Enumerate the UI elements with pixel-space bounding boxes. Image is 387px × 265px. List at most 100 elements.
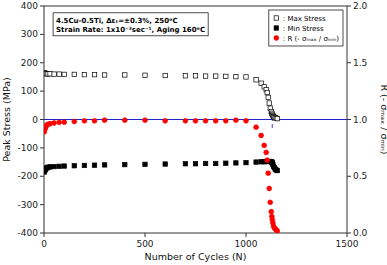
point [234, 118, 239, 123]
x-tick [44, 233, 45, 237]
point [52, 72, 56, 76]
annotation-text: 4.5Cu-0.5Ti, Δεₜ=±0.3%, 250ᵒC [56, 17, 178, 25]
point [214, 74, 218, 78]
x-tick-label: 1500 [336, 239, 359, 249]
y-tick [40, 91, 44, 92]
point [52, 121, 57, 126]
y-tick [40, 6, 44, 7]
point [72, 72, 76, 76]
point [163, 162, 167, 166]
point [203, 161, 207, 165]
y-tick [40, 233, 44, 234]
point [265, 90, 269, 94]
point [82, 163, 86, 167]
y2-tick [347, 62, 351, 63]
point [244, 160, 248, 164]
y-tick [40, 34, 44, 35]
y-tick-label: 0 [32, 115, 38, 125]
y2-axis-label: R (- σₘₐₓ / σₘᵢₙ) [379, 84, 387, 154]
point [143, 162, 147, 166]
point [254, 78, 258, 82]
point [72, 164, 76, 168]
point [163, 118, 168, 123]
point [266, 171, 271, 176]
legend-label: : Max Stress [283, 15, 326, 23]
point [123, 162, 127, 166]
point [267, 186, 272, 191]
point [234, 161, 238, 165]
point [224, 161, 228, 165]
point [266, 95, 270, 99]
point [213, 118, 218, 123]
y2-tick [347, 176, 351, 177]
y-tick-label: 200 [21, 58, 38, 68]
point [259, 133, 264, 138]
point [275, 116, 279, 120]
point [193, 74, 197, 78]
y-tick-label: 400 [21, 1, 38, 11]
y-tick [40, 119, 44, 120]
y2-tick [347, 119, 351, 120]
point [193, 118, 198, 123]
point [203, 118, 208, 123]
chart: 050010001500-400-300-200-100010020030040… [0, 0, 387, 265]
annotation: 4.5Cu-0.5Ti, Δεₜ=±0.3%, 250ᵒCStrain Rate… [53, 13, 208, 36]
point [143, 118, 148, 123]
annotation-text: Strain Rate: 1x10⁻³sec⁻¹, Aging 160ᵒC [56, 26, 205, 34]
plot-area [44, 70, 347, 233]
point [275, 229, 280, 233]
point [234, 74, 238, 78]
point [244, 75, 248, 79]
y2-tick-label: 1.0 [353, 115, 368, 125]
point [244, 118, 249, 123]
legend-box [269, 10, 343, 46]
point [102, 163, 106, 167]
legend-label: : R (- σₘₐₓ / σₘᵢₙ) [283, 35, 339, 43]
x-tick-label: 0 [41, 239, 47, 249]
y-axis-label: Peak Stress (MPa) [1, 77, 12, 162]
y-tick-label: -200 [18, 171, 39, 181]
point [264, 150, 269, 155]
point [183, 74, 187, 78]
point [254, 160, 258, 164]
series-2 [44, 118, 280, 233]
point [122, 118, 127, 123]
y-tick-label: 300 [21, 29, 38, 39]
series-0 [44, 70, 280, 120]
x-tick-label: 1000 [235, 239, 258, 249]
point [62, 164, 66, 168]
y-tick [40, 147, 44, 148]
y2-tick-label: 0.5 [353, 171, 367, 181]
y2-tick [347, 233, 351, 234]
point [62, 120, 67, 125]
point [267, 101, 271, 105]
point [82, 72, 86, 76]
point [102, 73, 106, 77]
point [262, 143, 267, 148]
point [92, 163, 96, 167]
point [183, 118, 188, 123]
y2-tick-label: 1.5 [353, 58, 367, 68]
point [265, 158, 270, 163]
x-tick-label: 500 [136, 239, 153, 249]
point [268, 200, 273, 205]
y-tick [40, 62, 44, 63]
legend-marker [274, 16, 278, 20]
point [193, 162, 197, 166]
y2-tick [347, 6, 351, 7]
x-tick [246, 233, 247, 237]
point [269, 209, 274, 214]
point [223, 118, 228, 123]
point [92, 118, 97, 123]
x-tick [347, 233, 348, 237]
legend: : Max Stress: Min Stress: R (- σₘₐₓ / σₘ… [269, 10, 343, 46]
y-tick-label: -100 [18, 143, 39, 153]
y-tick [40, 176, 44, 177]
point [143, 73, 147, 77]
y-tick-label: -300 [18, 200, 39, 210]
point [275, 168, 279, 172]
y-tick [40, 204, 44, 205]
point [72, 119, 77, 124]
point [224, 74, 228, 78]
point [52, 164, 56, 168]
